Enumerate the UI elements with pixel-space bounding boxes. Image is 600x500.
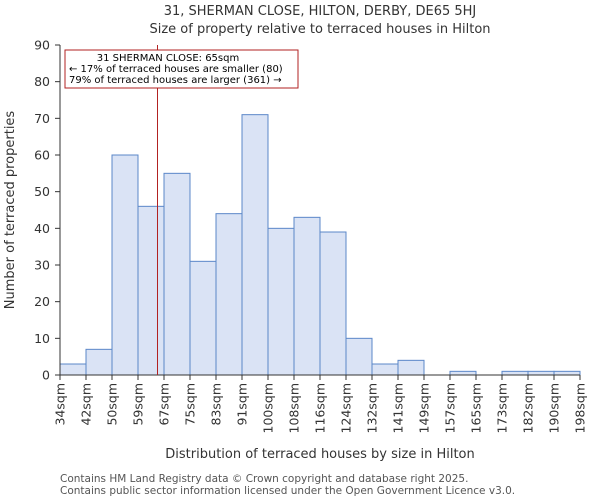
bar-124sqm	[345, 337, 373, 376]
x-tick-label-173sqm: 173sqm	[495, 383, 510, 433]
bar-141sqm	[397, 359, 425, 376]
x-tick-label-67sqm: 67sqm	[157, 383, 172, 426]
y-tick-label-40: 40	[34, 221, 50, 236]
x-tick-label-100sqm: 100sqm	[261, 383, 276, 433]
bar-67sqm	[163, 172, 191, 376]
x-tick-label-34sqm: 34sqm	[53, 383, 68, 426]
bars-group	[59, 114, 581, 376]
y-tick-label-10: 10	[34, 331, 50, 346]
x-tick-label-108sqm: 108sqm	[287, 383, 302, 433]
annotation-line-3: 79% of terraced houses are larger (361) …	[69, 75, 282, 86]
y-tick-label-30: 30	[34, 258, 50, 273]
footer-line-1: Contains HM Land Registry data © Crown c…	[60, 473, 469, 485]
bar-132sqm	[371, 363, 399, 376]
x-tick-label-50sqm: 50sqm	[105, 383, 120, 426]
bar-91sqm	[241, 114, 269, 376]
annotation-line-2: ← 17% of terraced houses are smaller (80…	[69, 64, 283, 75]
x-tick-label-198sqm: 198sqm	[573, 383, 588, 433]
bar-157sqm	[449, 370, 477, 376]
annotation-line-1: 31 SHERMAN CLOSE: 65sqm	[97, 53, 239, 64]
x-axis: 34sqm 42sqm 50sqm 59sqm 67sqm 75sqm 83sqm 91sqm…	[53, 374, 588, 433]
x-tick-label-91sqm: 91sqm	[235, 383, 250, 426]
x-tick-label-42sqm: 42sqm	[79, 383, 94, 426]
y-tick-label-90: 90	[34, 38, 50, 53]
x-tick-label-75sqm: 75sqm	[183, 383, 198, 426]
footer-line-2: Contains public sector information licen…	[60, 485, 516, 497]
y-tick-label-80: 80	[34, 74, 50, 89]
x-tick-label-149sqm: 149sqm	[417, 383, 432, 433]
x-tick-label-182sqm: 182sqm	[521, 383, 536, 433]
annotation-box	[64, 49, 299, 89]
bar-75sqm	[189, 260, 217, 376]
x-tick-label-124sqm: 124sqm	[339, 383, 354, 433]
y-tick-label-70: 70	[34, 111, 50, 126]
x-tick-label-116sqm: 116sqm	[313, 383, 328, 433]
bar-173sqm	[501, 370, 529, 376]
bar-116sqm	[319, 231, 347, 376]
bar-100sqm	[267, 227, 295, 376]
y-tick-label-60: 60	[34, 148, 50, 163]
chart-subtitle: Size of property relative to terraced ho…	[149, 22, 490, 37]
bar-34sqm	[59, 363, 87, 376]
x-tick-label-157sqm: 157sqm	[443, 383, 458, 433]
x-tick-label-141sqm: 141sqm	[391, 383, 406, 433]
y-tick-label-0: 0	[42, 368, 50, 383]
bar-182sqm	[527, 370, 555, 376]
bar-190sqm	[553, 370, 581, 376]
x-tick-label-59sqm: 59sqm	[131, 383, 146, 426]
x-axis-label: Distribution of terraced houses by size …	[165, 447, 475, 462]
chart-title: 31, SHERMAN CLOSE, HILTON, DERBY, DE65 5…	[164, 4, 477, 19]
bar-108sqm	[293, 216, 321, 376]
x-tick-label-165sqm: 165sqm	[469, 383, 484, 433]
bar-42sqm	[85, 348, 113, 376]
x-tick-label-83sqm: 83sqm	[209, 383, 224, 426]
y-tick-label-20: 20	[34, 294, 50, 309]
y-tick-label-50: 50	[34, 184, 50, 199]
bar-59sqm	[137, 205, 165, 376]
bar-83sqm	[215, 213, 243, 376]
bar-50sqm	[111, 154, 139, 376]
y-axis-label: Number of terraced properties	[3, 111, 18, 310]
y-axis: 0 10 20 30 40 50 60 70 80 90	[34, 38, 61, 383]
x-tick-label-190sqm: 190sqm	[547, 383, 562, 433]
annotation: 31 SHERMAN CLOSE: 65sqm ← 17% of terrace…	[64, 49, 299, 89]
x-tick-label-132sqm: 132sqm	[365, 383, 380, 433]
